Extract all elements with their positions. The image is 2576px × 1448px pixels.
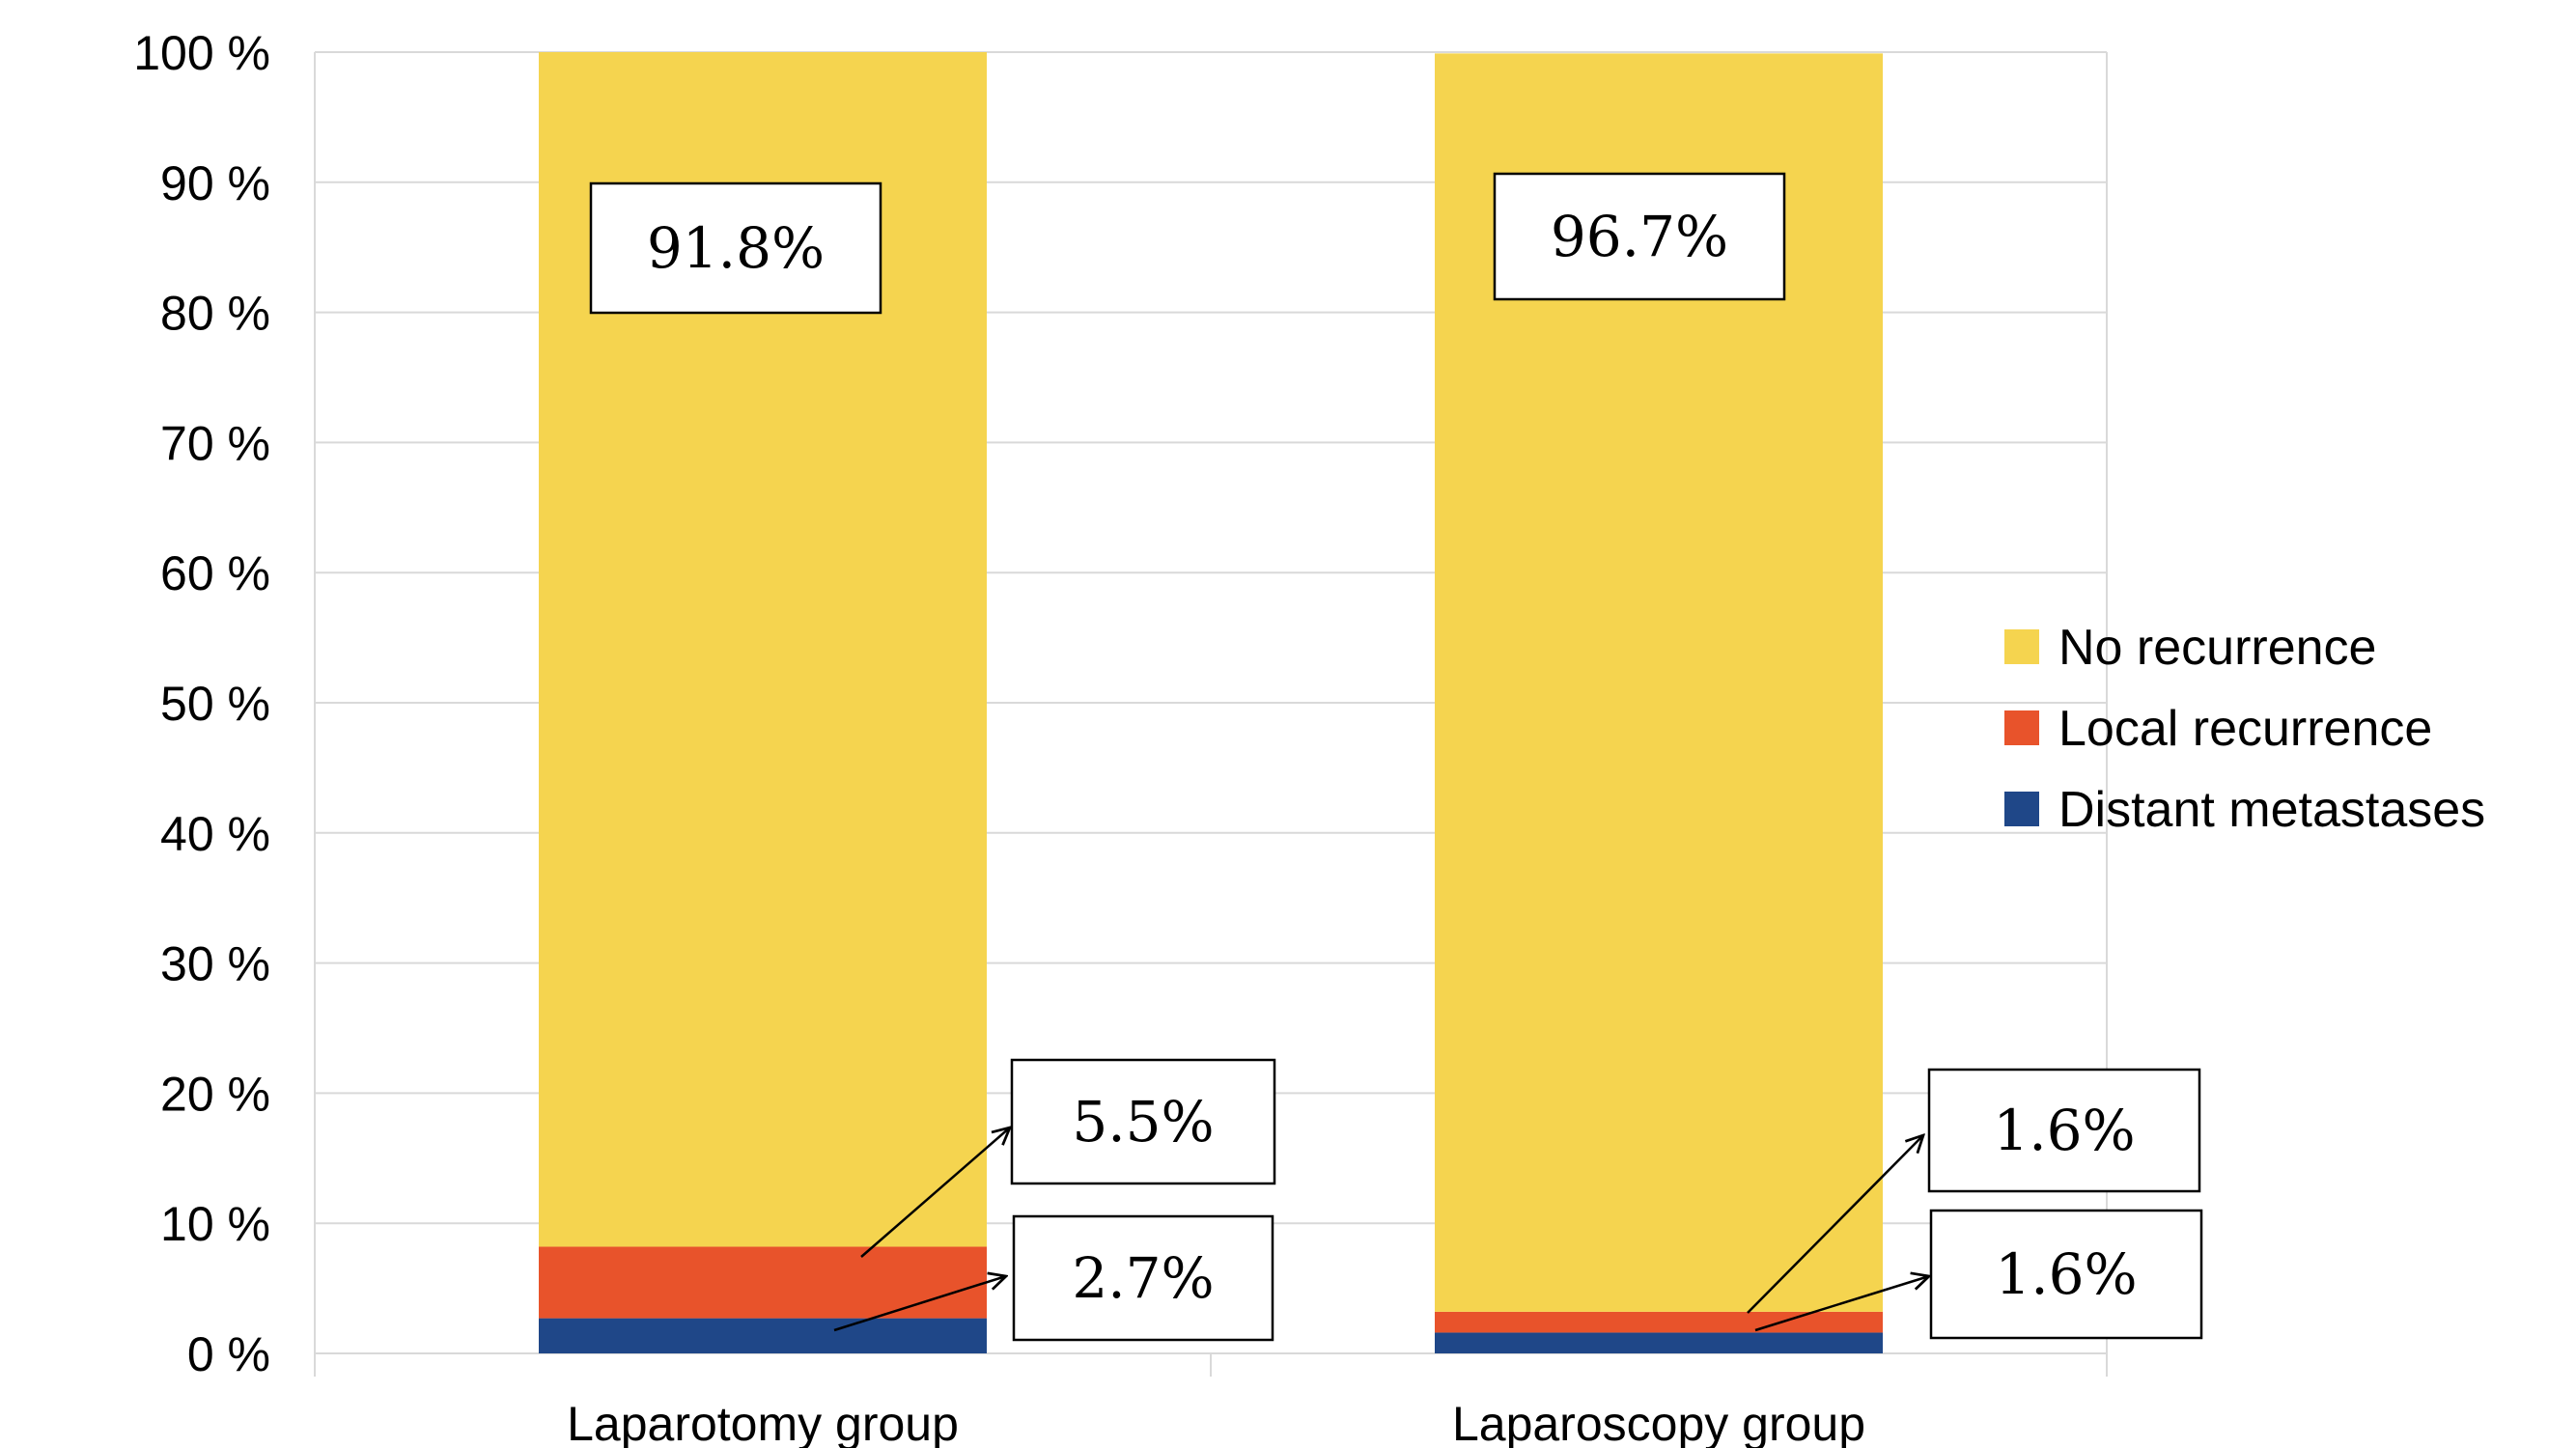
y-tick-label: 0 % bbox=[187, 1327, 270, 1381]
x-category-label: Laparotomy group bbox=[567, 1397, 959, 1448]
callout-laparoscopy-group-no-recurrence-box bbox=[1493, 172, 1786, 301]
legend: No recurrence Local recurrence Distant met… bbox=[2004, 620, 2485, 838]
callout-laparotomy-group-local-recurrence-arrow bbox=[860, 1128, 1010, 1258]
callout-laparotomy-group-distant-metastases-arrow bbox=[833, 1276, 1006, 1332]
callout-laparoscopy-group-local-recurrence-arrow bbox=[1747, 1135, 1923, 1314]
y-tick-label: 20 % bbox=[160, 1067, 270, 1121]
bar-laparoscopy-group-local-recurrence bbox=[1435, 1311, 1883, 1333]
legend-label-distant-metastases: Distant metastases bbox=[2058, 782, 2485, 838]
legend-swatch-distant-metastases bbox=[2004, 792, 2039, 826]
bar-laparotomy-group-distant-metastases bbox=[539, 1318, 987, 1353]
callout-laparoscopy-group-no-recurrence-label: 96.7% bbox=[1551, 204, 1728, 269]
callout-laparoscopy-group-local-recurrence-label: 1.6% bbox=[1993, 1098, 2135, 1163]
y-tick-label: 40 % bbox=[160, 807, 270, 861]
bar-laparoscopy-group-distant-metastases bbox=[1435, 1332, 1883, 1353]
axis-layer: 0 % 10 % 20 % 30 % 40 % 50 % 60 % 70 % 80 % 90 % 1… bbox=[133, 26, 2108, 1448]
legend-label-no-recurrence: No recurrence bbox=[2058, 620, 2376, 676]
callout-laparotomy-group-distant-metastases-label: 2.7% bbox=[1072, 1245, 1214, 1311]
callout-laparotomy-group-distant-metastases-box bbox=[1012, 1214, 1274, 1342]
y-tick-label: 100 % bbox=[133, 26, 270, 80]
legend-swatch-no-recurrence bbox=[2004, 629, 2039, 664]
y-tick-label: 10 % bbox=[160, 1197, 270, 1251]
callout-laparotomy-group-no-recurrence-label: 91.8% bbox=[647, 215, 825, 281]
callout-layer: 91.8% 5.5% 2.7% 96.7% 1.6% 1.6% bbox=[589, 172, 2203, 1342]
callout-laparoscopy-group-distant-metastases-label: 1.6% bbox=[1995, 1241, 2137, 1307]
callout-laparoscopy-group-distant-metastases-arrow bbox=[1754, 1276, 1929, 1332]
y-tick-label: 60 % bbox=[160, 546, 270, 600]
callout-laparotomy-group-local-recurrence-label: 5.5% bbox=[1072, 1089, 1214, 1155]
callout-laparoscopy-group-distant-metastases-box bbox=[1929, 1209, 2203, 1340]
callout-laparoscopy-group-local-recurrence-box bbox=[1927, 1068, 2201, 1193]
x-category-label: Laparoscopy group bbox=[1452, 1397, 1865, 1448]
legend-label-local-recurrence: Local recurrence bbox=[2058, 701, 2432, 757]
y-tick-label: 90 % bbox=[160, 156, 270, 210]
y-tick-label: 50 % bbox=[160, 677, 270, 731]
bar-laparotomy-group-local-recurrence bbox=[539, 1246, 987, 1319]
y-tick-label: 70 % bbox=[160, 416, 270, 470]
y-tick-label: 80 % bbox=[160, 287, 270, 341]
callout-laparotomy-group-local-recurrence-box bbox=[1010, 1058, 1276, 1185]
callout-laparotomy-group-no-recurrence-box bbox=[589, 181, 882, 315]
legend-swatch-local-recurrence bbox=[2004, 710, 2039, 745]
y-tick-label: 30 % bbox=[160, 937, 270, 991]
